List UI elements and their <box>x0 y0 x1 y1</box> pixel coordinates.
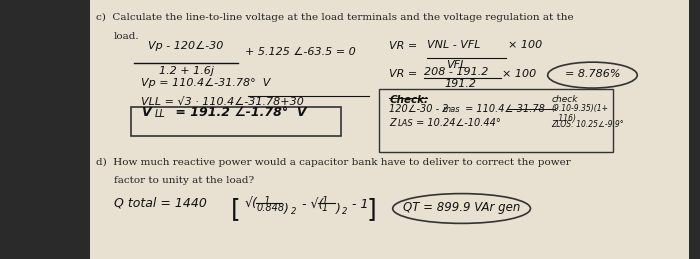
Text: load.: load. <box>113 32 139 41</box>
Text: × 100: × 100 <box>501 69 536 79</box>
Text: 1: 1 <box>319 196 332 206</box>
Text: VR =: VR = <box>389 69 421 79</box>
Text: - √(: - √( <box>298 198 323 211</box>
Text: 1: 1 <box>258 196 277 206</box>
Text: Q total = 1440: Q total = 1440 <box>113 197 206 210</box>
Text: 1.2 + 1.6j: 1.2 + 1.6j <box>158 66 214 76</box>
FancyBboxPatch shape <box>0 0 90 259</box>
FancyBboxPatch shape <box>379 89 613 152</box>
Text: (9.10-9.35)(1+: (9.10-9.35)(1+ <box>551 104 608 113</box>
Text: √(: √( <box>244 197 258 210</box>
Text: Vp - 120∠-30: Vp - 120∠-30 <box>148 41 224 52</box>
Text: VLL = √3 · 110.4∠-31.78+30: VLL = √3 · 110.4∠-31.78+30 <box>141 97 304 107</box>
Text: [: [ <box>231 197 241 221</box>
Text: 120∠-30 - 2: 120∠-30 - 2 <box>389 104 449 114</box>
Text: Z: Z <box>389 118 396 128</box>
Text: ZLOS: 10.25∠-9.9°: ZLOS: 10.25∠-9.9° <box>551 120 624 130</box>
Text: = 110.4∠-31.78: = 110.4∠-31.78 <box>461 104 545 114</box>
Text: = 8.786%: = 8.786% <box>565 69 620 79</box>
Text: 1: 1 <box>321 203 328 213</box>
Text: = 10.24∠-10.44°: = 10.24∠-10.44° <box>414 118 501 128</box>
Text: VR =: VR = <box>389 41 421 52</box>
Text: Check:: Check: <box>389 95 428 105</box>
Text: 208 - 191.2: 208 - 191.2 <box>424 67 488 77</box>
Text: - 1: - 1 <box>348 198 368 211</box>
Text: c)  Calculate the line-to-line voltage at the load terminals and the voltage reg: c) Calculate the line-to-line voltage at… <box>97 13 574 22</box>
Text: LAS: LAS <box>398 119 413 128</box>
Text: 0.848: 0.848 <box>257 203 285 213</box>
Text: ): ) <box>284 203 288 216</box>
Text: QT = 899.9 VAr gen: QT = 899.9 VAr gen <box>403 201 520 214</box>
Text: mas: mas <box>443 105 461 114</box>
Text: = 191.2 ∠-1.78°  V: = 191.2 ∠-1.78° V <box>171 106 307 119</box>
Text: × 100: × 100 <box>508 40 542 50</box>
Ellipse shape <box>547 62 637 88</box>
Text: VNL - VFL: VNL - VFL <box>427 40 481 50</box>
Text: LL: LL <box>155 110 166 119</box>
Text: ]: ] <box>367 197 377 221</box>
Text: 2: 2 <box>290 207 296 216</box>
Text: 191.2: 191.2 <box>444 79 477 89</box>
Text: ): ) <box>335 203 340 216</box>
Text: V: V <box>141 106 151 119</box>
Ellipse shape <box>393 194 531 223</box>
Text: VFL: VFL <box>447 60 467 70</box>
Text: Vp = 110.4∠-31.78°  V: Vp = 110.4∠-31.78° V <box>141 78 271 88</box>
Text: d)  How much reactive power would a capacitor bank have to deliver to correct th: d) How much reactive power would a capac… <box>97 158 571 167</box>
FancyBboxPatch shape <box>131 107 341 136</box>
Text: .116): .116) <box>556 114 577 123</box>
Text: check: check <box>551 95 577 104</box>
Text: + 5.125 ∠-63.5 = 0: + 5.125 ∠-63.5 = 0 <box>244 47 356 57</box>
Text: 2: 2 <box>342 207 348 216</box>
Text: factor to unity at the load?: factor to unity at the load? <box>113 176 254 185</box>
FancyBboxPatch shape <box>90 0 689 259</box>
